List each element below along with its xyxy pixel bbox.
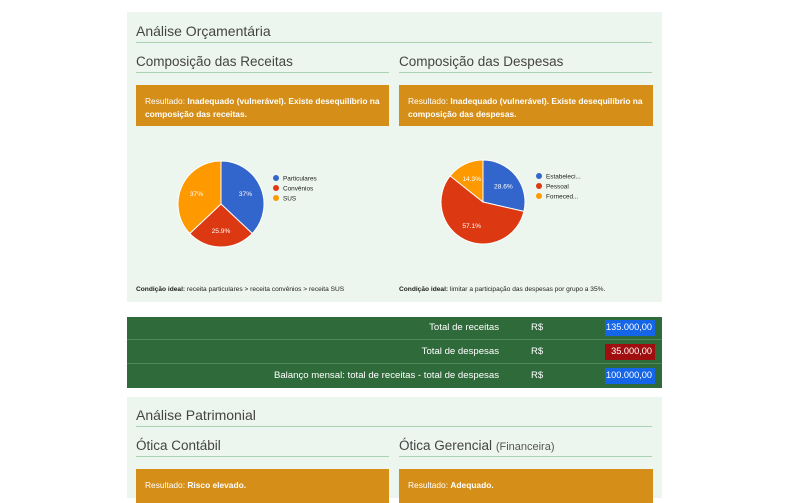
expense-pie-chart: 28.6% 57.1% 14.3% Estabeleci... Pessoal Forne… [440, 159, 581, 245]
legend-marker-estabeleci [536, 173, 542, 179]
totals-table: Total de receitas R$ 135.000,00 Total de… [127, 317, 662, 388]
totals-label: Balanço mensal: total de receitas - tota… [273, 370, 499, 381]
legend-label-pessoal[interactable]: Pessoal [546, 183, 569, 190]
condition-text: limitar a participação das despesas por … [448, 286, 606, 293]
totals-currency: R$ [531, 322, 544, 333]
pie-slice-label: 14.3% [462, 176, 481, 183]
pie-slice-particulares[interactable] [220, 160, 265, 235]
pie-slice-label: 37% [190, 191, 203, 198]
totals-label: Total de despesas [421, 346, 499, 357]
condition-label: Condição ideal: [399, 286, 449, 293]
section-divider [136, 426, 652, 427]
revenue-result-box: Resultado: Inadequado (vulnerável). Exis… [136, 85, 389, 126]
total-revenue-value: 135.000,00 [605, 320, 655, 336]
legend-marker-forneced [536, 193, 542, 199]
accounting-result-box: Resultado: Risco elevado. [136, 469, 389, 503]
subsection-divider [136, 456, 389, 457]
section-divider [136, 42, 652, 43]
legend-label-sus[interactable]: SUS [283, 195, 296, 202]
legend-label-forneced[interactable]: Forneced... [546, 193, 579, 200]
legend-marker-convenios [273, 185, 279, 191]
revenue-composition-title: Composição das Receitas [136, 54, 293, 69]
totals-currency: R$ [531, 370, 544, 381]
pie-slice-pessoal[interactable] [440, 175, 525, 245]
totals-row-balance: Balanço mensal: total de receitas - tota… [127, 365, 662, 388]
managerial-view-title-text: Ótica Gerencial [399, 438, 493, 453]
totals-row-expenses: Total de despesas R$ 35.000,00 [127, 341, 662, 364]
patrimonial-analysis-title: Análise Patrimonial [136, 407, 256, 423]
subsection-divider [399, 72, 652, 73]
accounting-result-prefix: Resultado: [145, 480, 188, 490]
budget-analysis-panel: Análise Orçamentária Composição das Rece… [127, 12, 662, 302]
patrimonial-analysis-panel: Análise Patrimonial Ótica Contábil Ótica… [127, 397, 662, 503]
revenue-pie-chart: 37% 25.9% 37% Particulares Convênios SUS [177, 160, 317, 248]
legend-label-estabeleci[interactable]: Estabeleci... [546, 173, 581, 180]
managerial-result-box: Resultado: Adequado. [399, 469, 653, 503]
pie-slice-label: 57.1% [462, 223, 481, 230]
expense-result-prefix: Resultado: [408, 96, 451, 106]
budget-analysis-title: Análise Orçamentária [136, 23, 271, 39]
pie-slice-convenios[interactable] [189, 203, 253, 248]
expense-result-box: Resultado: Inadequado (vulnerável). Exis… [399, 85, 653, 126]
legend-marker-particulares [273, 175, 279, 181]
legend-marker-pessoal [536, 183, 542, 189]
condition-text: receita particulares > receita convênios… [185, 286, 345, 293]
legend-label-particulares[interactable]: Particulares [283, 175, 317, 182]
accounting-view-title: Ótica Contábil [136, 438, 221, 453]
revenue-result-text: Inadequado (vulnerável). Existe desequil… [145, 96, 380, 119]
expense-result-text: Inadequado (vulnerável). Existe desequil… [408, 96, 643, 119]
pie-slice-label: 25.9% [212, 228, 231, 235]
expense-ideal-condition: Condição ideal: limitar a participação d… [399, 286, 605, 293]
revenue-ideal-condition: Condição ideal: receita particulares > r… [136, 286, 344, 293]
pie-slice-label: 37% [239, 191, 252, 198]
subsection-divider [136, 72, 389, 73]
expense-composition-title: Composição das Despesas [399, 54, 564, 69]
pie-slice-estabeleci[interactable] [482, 159, 526, 213]
pie-slice-forneced[interactable] [449, 159, 484, 204]
managerial-result-prefix: Resultado: [408, 480, 451, 490]
totals-row-revenue: Total de receitas R$ 135.000,00 [127, 317, 662, 340]
pie-slice-label: 28.6% [494, 183, 513, 190]
legend-label-convenios[interactable]: Convênios [283, 185, 313, 192]
condition-label: Condição ideal: [136, 286, 186, 293]
monthly-balance-value: 100.000,00 [605, 368, 655, 384]
revenue-result-prefix: Resultado: [145, 96, 188, 106]
pie-slice-sus[interactable] [177, 160, 222, 235]
total-expenses-value: 35.000,00 [605, 344, 655, 360]
subsection-divider [399, 456, 652, 457]
managerial-view-title-note: (Financeira) [495, 441, 555, 453]
managerial-result-text: Adequado. [450, 480, 494, 490]
legend-marker-sus [273, 195, 279, 201]
totals-currency: R$ [531, 346, 544, 357]
totals-label: Total de receitas [429, 322, 499, 333]
accounting-result-text: Risco elevado. [187, 480, 247, 490]
managerial-view-title: Ótica Gerencial (Financeira) [399, 438, 555, 453]
